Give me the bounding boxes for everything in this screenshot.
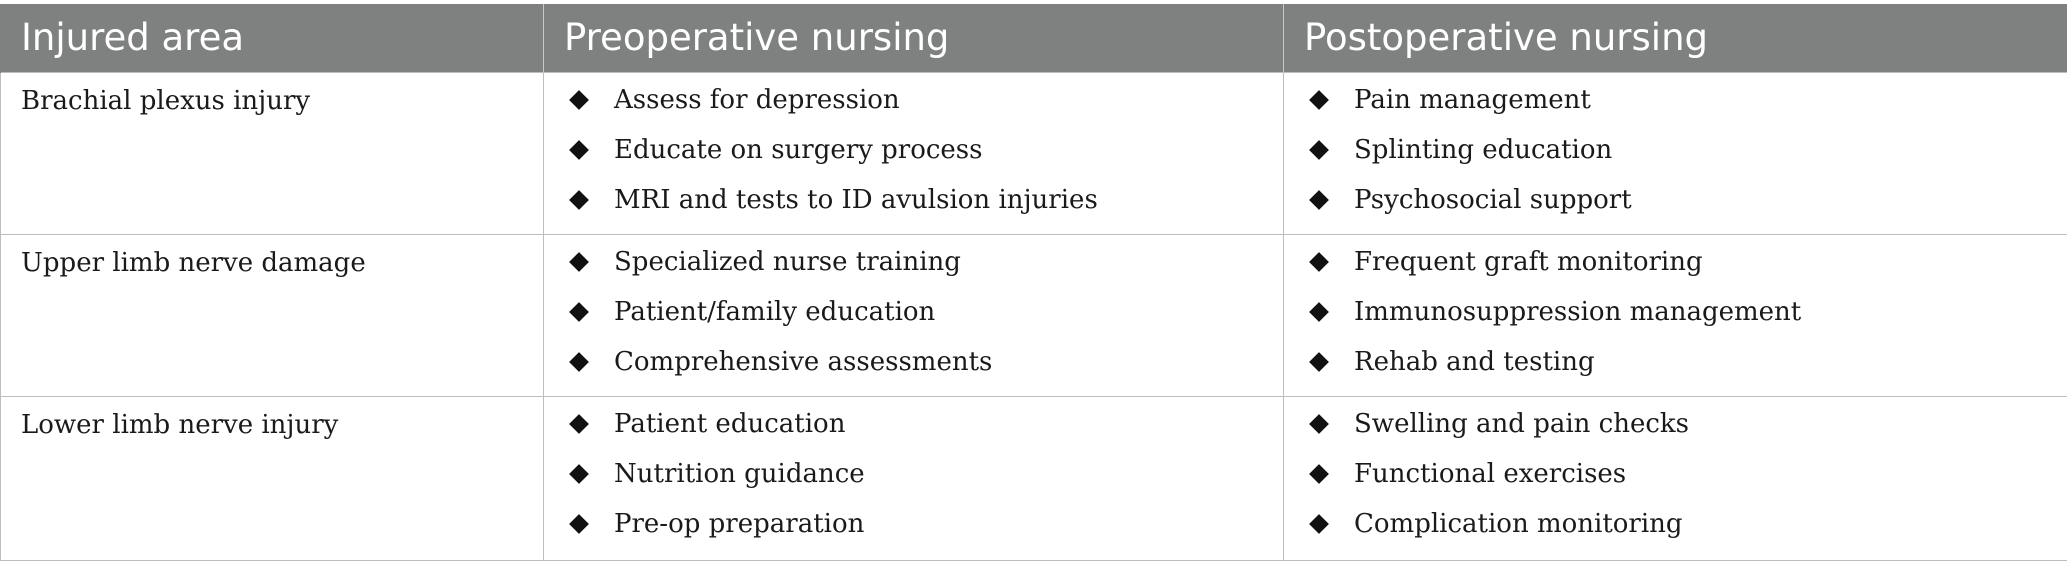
- list-item-text: Educate on surgery process: [614, 134, 983, 165]
- list-item: Patient/family education: [564, 287, 1283, 337]
- diamond-bullet-icon: [1309, 301, 1329, 322]
- diamond-bullet-icon: [1309, 413, 1329, 434]
- list-item: Patient education: [564, 399, 1283, 449]
- list-item: Specialized nurse training: [564, 237, 1283, 287]
- postoperative-cell: Frequent graft monitoring Immunosuppress…: [1283, 233, 2067, 397]
- diamond-bullet-icon: [1309, 463, 1329, 484]
- list-item: Functional exercises: [1304, 449, 2067, 499]
- postoperative-list: Swelling and pain checks Functional exer…: [1304, 399, 2067, 549]
- list-item: Educate on surgery process: [564, 125, 1283, 175]
- list-item: Complication monitoring: [1304, 499, 2067, 549]
- table-row: Upper limb nerve damage Specialized nurs…: [0, 233, 2067, 397]
- diamond-bullet-icon: [1309, 513, 1329, 534]
- diamond-bullet-icon: [1309, 189, 1329, 210]
- preoperative-cell: Patient education Nutrition guidance Pre…: [543, 395, 1284, 561]
- postoperative-cell: Pain management Splinting education Psyc…: [1283, 71, 2067, 235]
- table-body: Brachial plexus injury Assess for depres…: [0, 71, 2067, 561]
- nursing-table: Injured area Preoperative nursing Postop…: [0, 4, 2067, 561]
- list-item: Assess for depression: [564, 75, 1283, 125]
- header-row: Injured area Preoperative nursing Postop…: [0, 4, 2067, 72]
- table-header: Injured area Preoperative nursing Postop…: [0, 4, 2067, 72]
- diamond-bullet-icon: [569, 89, 589, 110]
- injured-area-cell: Upper limb nerve damage: [0, 233, 544, 397]
- list-item-text: Immunosuppression management: [1354, 296, 1802, 327]
- preoperative-cell: Specialized nurse training Patient/famil…: [543, 233, 1284, 397]
- list-item: MRI and tests to ID avulsion injuries: [564, 175, 1283, 225]
- list-item: Rehab and testing: [1304, 337, 2067, 387]
- list-item-text: MRI and tests to ID avulsion injuries: [614, 184, 1098, 215]
- postoperative-list: Pain management Splinting education Psyc…: [1304, 75, 2067, 225]
- header-injured-area: Injured area: [0, 4, 544, 72]
- header-preoperative-nursing: Preoperative nursing: [543, 4, 1284, 72]
- preoperative-list: Assess for depression Educate on surgery…: [564, 75, 1283, 225]
- table-row: Lower limb nerve injury Patient educatio…: [0, 395, 2067, 561]
- list-item-text: Patient/family education: [614, 296, 936, 327]
- list-item-text: Psychosocial support: [1354, 184, 1632, 215]
- list-item: Swelling and pain checks: [1304, 399, 2067, 449]
- diamond-bullet-icon: [569, 301, 589, 322]
- list-item-text: Splinting education: [1354, 134, 1613, 165]
- list-item: Immunosuppression management: [1304, 287, 2067, 337]
- diamond-bullet-icon: [569, 139, 589, 160]
- injured-area-cell: Brachial plexus injury: [0, 71, 544, 235]
- list-item-text: Patient education: [614, 408, 846, 439]
- list-item-text: Functional exercises: [1354, 458, 1627, 489]
- list-item-text: Nutrition guidance: [614, 458, 865, 489]
- diamond-bullet-icon: [569, 189, 589, 210]
- list-item: Pre-op preparation: [564, 499, 1283, 549]
- preoperative-list: Specialized nurse training Patient/famil…: [564, 237, 1283, 387]
- preoperative-cell: Assess for depression Educate on surgery…: [543, 71, 1284, 235]
- header-postoperative-nursing: Postoperative nursing: [1283, 4, 2067, 72]
- list-item-text: Frequent graft monitoring: [1354, 246, 1703, 277]
- list-item: Frequent graft monitoring: [1304, 237, 2067, 287]
- list-item: Pain management: [1304, 75, 2067, 125]
- diamond-bullet-icon: [569, 413, 589, 434]
- table-row: Brachial plexus injury Assess for depres…: [0, 71, 2067, 235]
- postoperative-list: Frequent graft monitoring Immunosuppress…: [1304, 237, 2067, 387]
- postoperative-cell: Swelling and pain checks Functional exer…: [1283, 395, 2067, 561]
- list-item-text: Pain management: [1354, 84, 1591, 115]
- diamond-bullet-icon: [1309, 251, 1329, 272]
- list-item: Splinting education: [1304, 125, 2067, 175]
- list-item-text: Assess for depression: [614, 84, 900, 115]
- list-item-text: Rehab and testing: [1354, 346, 1595, 377]
- injured-area-label: Lower limb nerve injury: [21, 409, 339, 440]
- list-item: Psychosocial support: [1304, 175, 2067, 225]
- diamond-bullet-icon: [569, 513, 589, 534]
- list-item-text: Pre-op preparation: [614, 508, 865, 539]
- list-item: Comprehensive assessments: [564, 337, 1283, 387]
- injured-area-cell: Lower limb nerve injury: [0, 395, 544, 561]
- diamond-bullet-icon: [569, 351, 589, 372]
- diamond-bullet-icon: [1309, 139, 1329, 160]
- list-item-text: Comprehensive assessments: [614, 346, 993, 377]
- injured-area-label: Brachial plexus injury: [21, 85, 311, 116]
- list-item-text: Specialized nurse training: [614, 246, 961, 277]
- diamond-bullet-icon: [569, 251, 589, 272]
- injured-area-label: Upper limb nerve damage: [21, 247, 366, 278]
- list-item-text: Complication monitoring: [1354, 508, 1683, 539]
- list-item-text: Swelling and pain checks: [1354, 408, 1690, 439]
- diamond-bullet-icon: [569, 463, 589, 484]
- list-item: Nutrition guidance: [564, 449, 1283, 499]
- diamond-bullet-icon: [1309, 89, 1329, 110]
- diamond-bullet-icon: [1309, 351, 1329, 372]
- preoperative-list: Patient education Nutrition guidance Pre…: [564, 399, 1283, 549]
